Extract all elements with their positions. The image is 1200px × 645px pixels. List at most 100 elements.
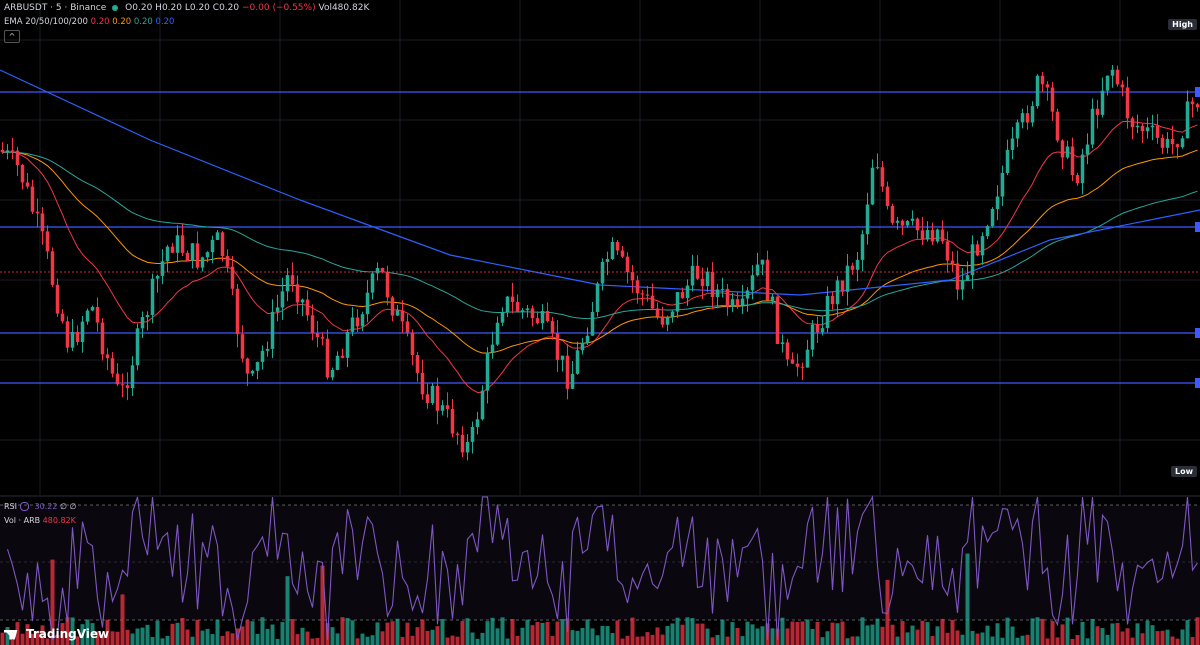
candle-body — [560, 355, 565, 360]
volume-bar — [810, 628, 815, 645]
candle-body — [745, 290, 750, 299]
volume-bar — [415, 627, 420, 645]
volume-bar — [290, 619, 295, 645]
volume-bar — [640, 636, 645, 645]
candle-body — [990, 209, 995, 227]
volume-bar — [425, 630, 430, 645]
line-handle — [1195, 378, 1200, 388]
volume-bar — [1030, 618, 1035, 645]
candle-body — [850, 265, 855, 270]
volume-bar — [170, 623, 175, 645]
candle-body — [585, 335, 590, 344]
candle-body — [470, 426, 475, 442]
volume-bar — [1160, 630, 1165, 645]
volume-bar — [1110, 623, 1115, 645]
volume-bar — [780, 617, 785, 645]
volume-bar — [785, 628, 790, 645]
ema20-line — [2, 120, 1198, 393]
volume-bar — [360, 633, 365, 645]
volume-bar — [390, 621, 395, 645]
volume-bar — [805, 619, 810, 645]
volume-bar — [1035, 617, 1040, 645]
candle-body — [665, 317, 670, 325]
candle-body — [445, 405, 450, 409]
volume-bar — [1100, 628, 1105, 645]
volume-bar — [1090, 618, 1095, 645]
candle-body — [1025, 113, 1030, 123]
candle-body — [215, 232, 220, 240]
candle-body — [875, 167, 880, 169]
volume-bar — [480, 632, 485, 645]
volume-bar — [535, 621, 540, 645]
candle-body — [1095, 108, 1100, 115]
volume-bar — [485, 621, 490, 645]
volume-bar — [545, 621, 550, 645]
volume-bar — [180, 618, 185, 645]
volume-bar — [1075, 635, 1080, 645]
candle-body — [860, 234, 865, 260]
candle-body — [800, 366, 805, 368]
rsi-settings-icon[interactable] — [20, 502, 29, 511]
volume-bar — [855, 636, 860, 645]
candle-body — [1060, 140, 1065, 158]
candle-body — [40, 213, 45, 232]
rsi-legend[interactable]: RSI 30.22 ∅ ∅ — [4, 502, 76, 511]
volume-bar — [345, 618, 350, 645]
volume-bar — [1070, 638, 1075, 645]
candle-body — [255, 362, 260, 371]
candle-body — [460, 434, 465, 453]
volume-bar — [265, 628, 270, 645]
candle-body — [260, 350, 265, 363]
volume-bar — [95, 631, 100, 645]
symbol-label[interactable]: ARBUSDT · 5 · Binance — [4, 3, 107, 13]
volume-legend[interactable]: Vol · ARB 480.82K — [4, 516, 76, 525]
ema100-value: 0.20 — [133, 17, 153, 27]
candle-body — [715, 289, 720, 297]
volume-bar — [35, 630, 40, 645]
ema100-line — [2, 151, 1198, 320]
candle-body — [1015, 122, 1020, 139]
volume-bar — [955, 630, 960, 645]
volume-bar — [245, 620, 250, 645]
ema-legend[interactable]: EMA 20/50/100/200 0.20 0.20 0.20 0.20 — [4, 17, 174, 27]
candle-body — [240, 334, 245, 359]
volume-bar — [100, 634, 105, 645]
volume-bar — [1025, 634, 1030, 645]
market-status-icon — [112, 4, 119, 11]
rsi-label: RSI — [4, 502, 17, 511]
volume-bar — [205, 628, 210, 645]
volume-bar — [650, 634, 655, 645]
tradingview-logo[interactable]: TradingView — [4, 627, 109, 641]
candle-body — [430, 385, 435, 403]
rsi-line — [6, 495, 1198, 641]
volume-bar — [860, 617, 865, 645]
volume-bar — [985, 625, 990, 645]
volume-bar — [300, 627, 305, 645]
collapse-legend-button[interactable]: ^ — [4, 30, 20, 43]
volume-bar — [130, 633, 135, 645]
volume-bar — [735, 628, 740, 645]
volume-bar — [555, 621, 560, 645]
volume-bar — [135, 628, 140, 645]
candle-body — [120, 384, 125, 386]
candle-body — [640, 293, 645, 295]
candle-body — [10, 150, 15, 152]
candle-body — [180, 235, 185, 253]
candle-body — [490, 344, 495, 353]
candle-body — [895, 220, 900, 223]
candle-body — [515, 301, 520, 312]
volume-bar — [40, 625, 45, 645]
chart-header: ARBUSDT · 5 · Binance O0.20 H0.20 L0.20 … — [4, 3, 369, 14]
volume-bar — [850, 636, 855, 645]
volume-label: Vol · ARB — [4, 516, 41, 525]
candle-body — [595, 283, 600, 312]
volume-bar — [940, 618, 945, 645]
candle-body — [680, 292, 685, 299]
candle-body — [265, 348, 270, 351]
candle-body — [535, 318, 540, 324]
candle-body — [410, 332, 415, 356]
volume-bar — [525, 619, 530, 645]
volume-bar — [1130, 637, 1135, 645]
candle-body — [590, 311, 595, 336]
